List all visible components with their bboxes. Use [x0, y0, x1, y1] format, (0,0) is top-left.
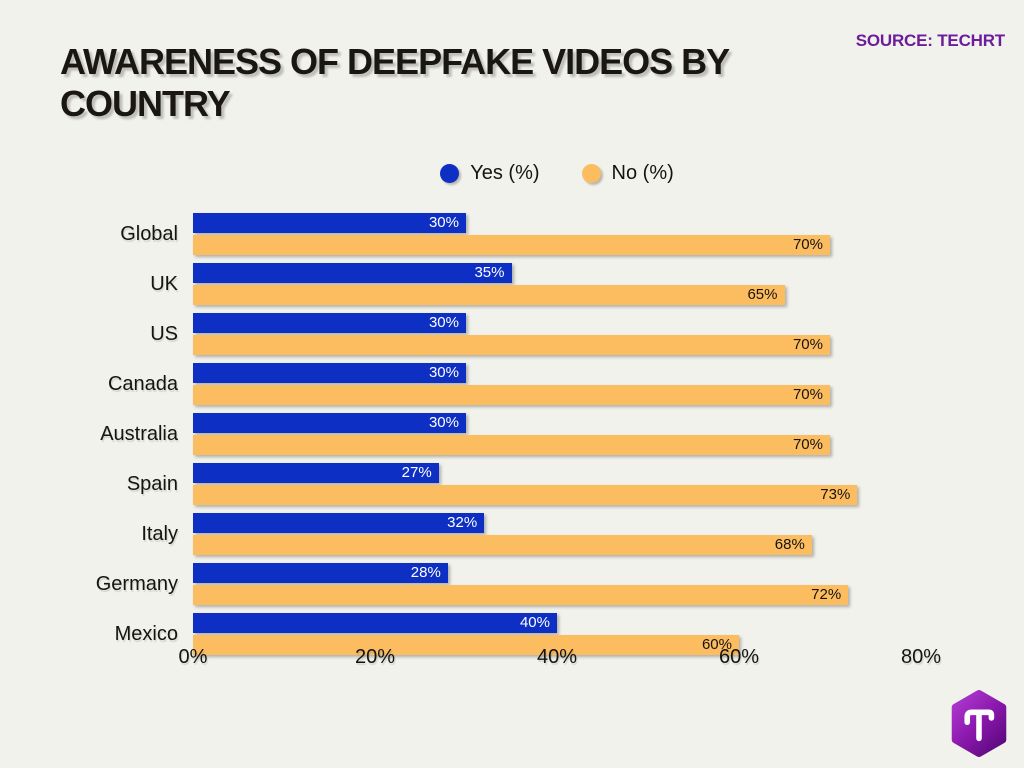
chart-rows: Global 30% 70% UK 35% 65% US 30% 70% Canada 30% 70%… [0, 213, 1024, 657]
bar-yes: 27% [193, 463, 439, 483]
chart-row: Global 30% 70% [0, 213, 1024, 257]
bar-yes: 30% [193, 313, 466, 333]
chart-row: UK 35% 65% [0, 263, 1024, 307]
bar-group: 28% 72% [193, 563, 921, 607]
bar-yes: 35% [193, 263, 512, 283]
source-credit: SOURCE: TECHRT [855, 31, 1005, 50]
techrt-logo [951, 690, 1007, 757]
chart-legend: Yes (%) No (%) [193, 162, 921, 185]
bar-group: 32% 68% [193, 513, 921, 557]
bar-group: 30% 70% [193, 213, 921, 257]
bar-group: 30% 70% [193, 313, 921, 357]
chart-row: Mexico 40% 60% [0, 613, 1024, 657]
bar-value-label: 68% [774, 536, 805, 553]
chart-row: Australia 30% 70% [0, 413, 1024, 457]
bar-value-label: 70% [792, 436, 823, 453]
bar-no: 70% [193, 385, 830, 405]
chart-row: Germany 28% 72% [0, 563, 1024, 607]
chart-row: Canada 30% 70% [0, 363, 1024, 407]
bar-value-label: 35% [474, 264, 505, 281]
bar-value-label: 60% [701, 636, 732, 653]
bar-no: 73% [193, 485, 858, 505]
bar-no: 70% [193, 235, 830, 255]
x-tick-label: 40% [536, 646, 578, 668]
category-label: Australia [100, 423, 178, 445]
category-label: US [150, 323, 178, 345]
x-axis: 0% 20% 40% 60% 80% [179, 646, 941, 672]
bar-value-label: 65% [747, 286, 778, 303]
category-label: Germany [95, 573, 178, 595]
bar-value-label: 70% [792, 236, 823, 253]
bar-group: 30% 70% [193, 363, 921, 407]
chart-row: US 30% 70% [0, 313, 1024, 357]
bar-group: 40% 60% [193, 613, 921, 657]
bar-no: 60% [193, 635, 739, 655]
bar-yes: 28% [193, 563, 448, 583]
category-label: Global [120, 223, 178, 245]
bar-value-label: 70% [792, 386, 823, 403]
legend-label-yes: Yes (%) [470, 162, 540, 184]
category-label: Canada [107, 373, 178, 395]
yes-legend-dot [440, 164, 460, 183]
legend-label-no: No (%) [611, 162, 674, 184]
x-tick-label: 60% [718, 646, 760, 668]
bar-value-label: 72% [811, 586, 842, 603]
bar-group: 30% 70% [193, 413, 921, 457]
chart-row: Spain 27% 73% [0, 463, 1024, 507]
chart-row: Italy 32% 68% [0, 513, 1024, 557]
x-tick-label: 0% [178, 646, 208, 668]
x-tick-label: 20% [354, 646, 396, 668]
bar-value-label: 30% [428, 364, 459, 381]
bar-value-label: 32% [447, 514, 478, 531]
bar-yes: 30% [193, 363, 466, 383]
bar-no: 70% [193, 335, 830, 355]
bar-value-label: 30% [428, 414, 459, 431]
bar-value-label: 70% [792, 336, 823, 353]
category-label: Spain [126, 473, 178, 495]
bar-no: 65% [193, 285, 785, 305]
page-title: AWARENESS OF DEEPFAKE VIDEOS BY COUNTRY [60, 41, 730, 124]
bar-yes: 32% [193, 513, 485, 533]
bar-yes: 40% [193, 613, 557, 633]
no-legend-dot [581, 164, 601, 183]
bar-no: 70% [193, 435, 830, 455]
bar-group: 27% 73% [193, 463, 921, 507]
x-tick-label: 80% [900, 646, 942, 668]
bar-chart: Global 30% 70% UK 35% 65% US 30% 70% Canada 30% 70%… [0, 213, 1024, 663]
bar-value-label: 30% [428, 314, 459, 331]
bar-value-label: 27% [401, 464, 432, 481]
bar-value-label: 30% [428, 214, 459, 231]
bar-yes: 30% [193, 213, 466, 233]
legend-item-no: No (%) [581, 162, 674, 185]
bar-no: 68% [193, 535, 812, 555]
category-label: Italy [141, 523, 178, 545]
bar-group: 35% 65% [193, 263, 921, 307]
category-label: UK [150, 273, 178, 295]
bar-value-label: 28% [410, 564, 441, 581]
bar-value-label: 73% [820, 486, 851, 503]
category-label: Mexico [114, 623, 178, 645]
bar-value-label: 40% [519, 614, 550, 631]
legend-item-yes: Yes (%) [440, 162, 540, 185]
bar-no: 72% [193, 585, 849, 605]
bar-yes: 30% [193, 413, 466, 433]
